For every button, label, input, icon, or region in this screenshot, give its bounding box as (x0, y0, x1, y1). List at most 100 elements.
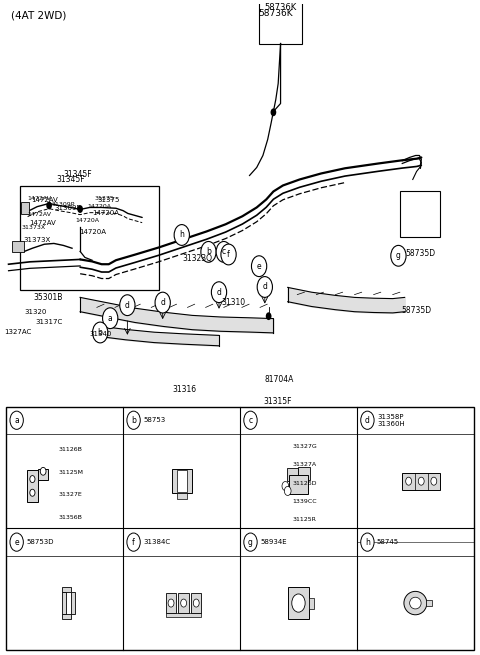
Circle shape (284, 487, 291, 495)
Ellipse shape (409, 597, 421, 609)
Bar (177, 493, 187, 498)
Text: 81704A: 81704A (265, 375, 294, 384)
Text: 35301B: 35301B (34, 293, 63, 302)
Text: 58934E: 58934E (260, 539, 287, 545)
Bar (191, 593, 202, 613)
Circle shape (10, 411, 24, 429)
Text: 58753: 58753 (143, 417, 166, 423)
Text: 1327AC: 1327AC (4, 329, 31, 335)
Text: 31125M: 31125M (59, 470, 84, 475)
Text: 58735D: 58735D (401, 306, 432, 315)
Text: 58736K: 58736K (264, 3, 297, 12)
Text: 31315F: 31315F (263, 397, 291, 406)
Text: 31310: 31310 (222, 298, 246, 307)
Text: e: e (257, 262, 262, 271)
Text: d: d (216, 288, 221, 297)
Circle shape (391, 246, 406, 266)
Text: 31345F: 31345F (63, 170, 92, 179)
Circle shape (127, 533, 140, 552)
Circle shape (155, 292, 170, 313)
Text: 31309P: 31309P (55, 204, 82, 211)
Text: 1472AV: 1472AV (28, 196, 52, 200)
Text: 31316: 31316 (172, 385, 196, 394)
Bar (22, 202, 29, 214)
Bar (171, 470, 192, 493)
Circle shape (46, 202, 52, 210)
Text: 31320: 31320 (24, 309, 47, 315)
Text: h: h (180, 231, 184, 240)
Text: c: c (249, 416, 252, 424)
Text: 31358P
31360H: 31358P 31360H (377, 414, 405, 427)
Text: 58736K: 58736K (258, 9, 293, 18)
Text: 1472AV: 1472AV (29, 220, 56, 226)
Text: 14720A: 14720A (87, 204, 111, 209)
Circle shape (127, 411, 140, 429)
Circle shape (193, 599, 199, 607)
Circle shape (211, 282, 227, 303)
Circle shape (406, 477, 411, 485)
Bar (62, 614, 72, 620)
Text: e: e (14, 538, 19, 547)
Text: 31327A: 31327A (293, 462, 317, 467)
Text: 31375: 31375 (98, 197, 120, 203)
Circle shape (244, 411, 257, 429)
Text: 14720A: 14720A (79, 229, 106, 235)
Text: 31373X: 31373X (24, 237, 51, 243)
Circle shape (418, 477, 424, 485)
Bar (12, 240, 24, 252)
Bar (38, 470, 48, 480)
Bar (177, 470, 187, 492)
Text: d: d (125, 301, 130, 310)
Bar (289, 475, 308, 494)
Bar (402, 473, 440, 490)
Text: 31126B: 31126B (59, 447, 83, 452)
Bar (309, 597, 314, 608)
Text: a: a (14, 416, 19, 424)
Text: 31345F: 31345F (56, 175, 85, 183)
Bar (21, 185, 159, 290)
Circle shape (180, 599, 187, 607)
Text: b: b (206, 248, 211, 256)
Text: 31327G: 31327G (293, 444, 317, 449)
Circle shape (271, 109, 276, 116)
Circle shape (40, 468, 46, 475)
Circle shape (292, 594, 305, 612)
Text: 31340: 31340 (90, 331, 112, 337)
Text: 14720A: 14720A (92, 210, 119, 216)
Circle shape (221, 244, 236, 265)
Circle shape (103, 308, 118, 329)
Text: d: d (160, 298, 165, 307)
Text: 31375: 31375 (95, 196, 114, 200)
Text: g: g (248, 538, 253, 547)
Circle shape (252, 256, 267, 276)
Circle shape (30, 489, 35, 496)
Bar (426, 600, 432, 606)
Text: 31323Q: 31323Q (183, 254, 213, 263)
Text: d: d (263, 282, 267, 291)
Text: b: b (98, 328, 103, 337)
Circle shape (168, 599, 174, 607)
Text: 1472AV: 1472AV (31, 197, 58, 203)
Bar (179, 593, 189, 613)
Text: 31327E: 31327E (59, 492, 83, 497)
Bar (299, 466, 311, 479)
Circle shape (10, 533, 24, 552)
Text: d: d (365, 416, 370, 424)
Text: 58745: 58745 (377, 539, 399, 545)
Text: 31373X: 31373X (22, 225, 46, 230)
Text: b: b (131, 416, 136, 424)
Circle shape (30, 476, 35, 483)
Circle shape (93, 322, 108, 343)
Text: 1339CC: 1339CC (293, 498, 317, 504)
Circle shape (201, 242, 216, 262)
Circle shape (266, 312, 272, 320)
Ellipse shape (404, 591, 427, 615)
Text: a: a (108, 314, 113, 323)
Text: 58735D: 58735D (405, 249, 435, 258)
Bar (62, 592, 66, 614)
Text: 31384C: 31384C (143, 539, 170, 545)
Bar (287, 468, 299, 481)
Bar (6, 407, 474, 650)
Text: h: h (365, 538, 370, 547)
Text: 58753D: 58753D (26, 539, 54, 545)
